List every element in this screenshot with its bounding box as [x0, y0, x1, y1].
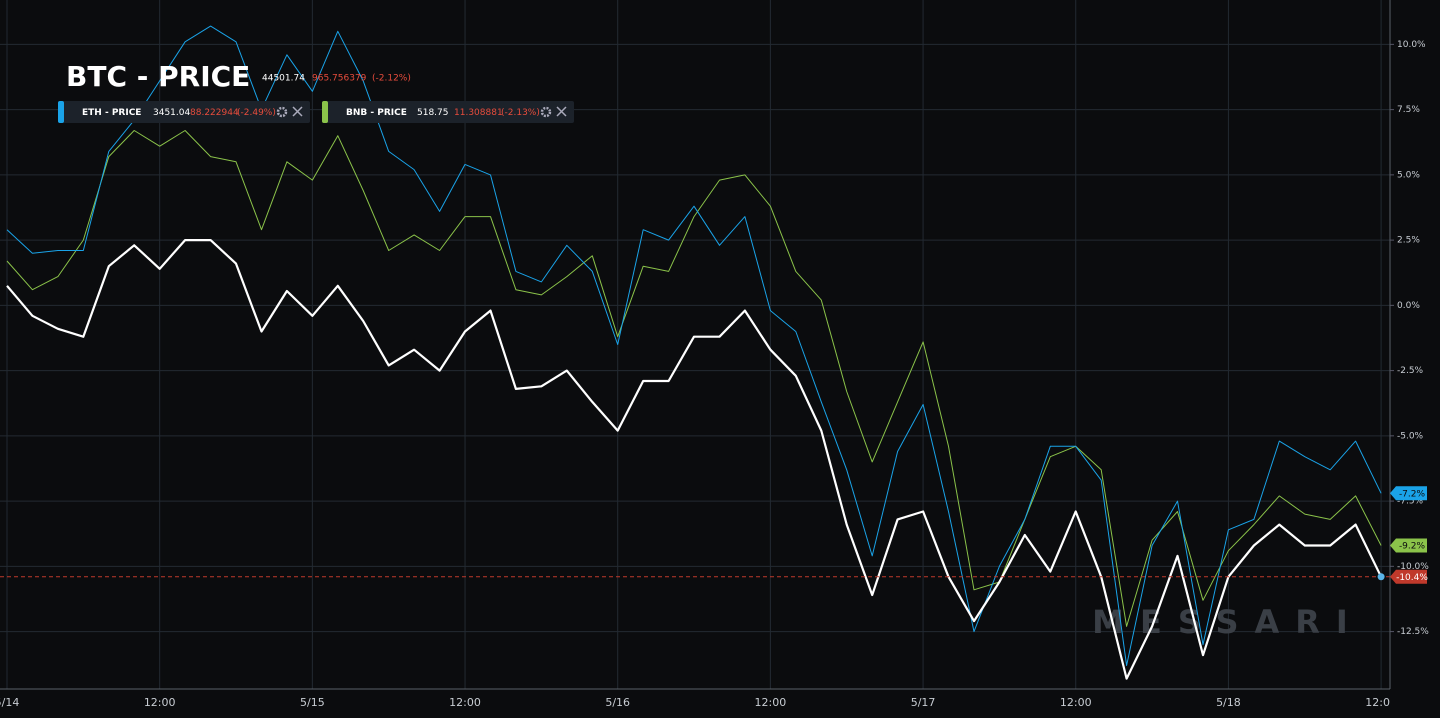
- settings-icon[interactable]: [276, 106, 288, 118]
- x-tick-label: 12:00: [755, 696, 787, 709]
- legend-box: [322, 101, 574, 123]
- watermark: MESSARI: [1092, 603, 1364, 641]
- x-tick-label: 5/18: [1216, 696, 1241, 709]
- end-label: -10.4%: [1396, 573, 1428, 583]
- legend-price: 44501.74: [262, 74, 305, 84]
- x-tick-label: 12:00: [449, 696, 481, 709]
- line: [6, 25, 1382, 666]
- legend-swatch: [322, 101, 328, 123]
- y-tick-label: 5.0%: [1397, 170, 1420, 180]
- x-tick-label: 12:00: [1060, 696, 1092, 709]
- legend-change-pct: (-2.49%): [237, 108, 276, 118]
- y-tick-label: 0.0%: [1397, 301, 1420, 311]
- legend-change-pct: (-2.12%): [372, 74, 411, 84]
- chart-title: BTC - PRICE: [66, 60, 250, 93]
- close-icon[interactable]: [556, 106, 567, 117]
- legend: BTC - PRICE 44501.74 965.756379 (-2.12%) ETH…: [58, 60, 574, 123]
- legend-change: 88.222944: [190, 108, 239, 118]
- legend-change: 11.308881: [454, 108, 503, 118]
- legend-change: 965.756379: [312, 74, 367, 84]
- lines: [0, 25, 1390, 680]
- legend-name: ETH - PRICE: [82, 108, 141, 118]
- y-tick-label: -5.0%: [1397, 431, 1424, 441]
- legend-change-pct: (-2.13%): [501, 108, 540, 118]
- y-tick-label: -10.0%: [1397, 562, 1429, 572]
- legend-price: 518.75: [417, 108, 449, 118]
- end-flag: [1390, 569, 1427, 584]
- y-tick-label: -7.5%: [1397, 497, 1424, 507]
- x-tick-label: 5/15: [300, 696, 325, 709]
- legend-name: BNB - PRICE: [346, 108, 407, 118]
- settings-icon[interactable]: [540, 106, 552, 118]
- line: [6, 239, 1383, 680]
- x-tick-label: 12:00: [1365, 696, 1397, 709]
- close-icon[interactable]: [292, 106, 303, 117]
- x-tick-label: 12:00: [144, 696, 176, 709]
- axes: 10.0% 7.5% 5.0% 2.5% 0.0% -2.5% -5.0% -7.5% -10.…: [0, 0, 1429, 709]
- x-tick-label: 5/17: [911, 696, 936, 709]
- end-label: -9.2%: [1399, 541, 1426, 551]
- legend-price: 3451.04: [153, 108, 190, 118]
- end-flag: [1390, 538, 1427, 553]
- x-tick-label: 5/16: [605, 696, 630, 709]
- end-label: -7.2%: [1399, 489, 1426, 499]
- legend-swatch: [58, 101, 64, 123]
- last-point: [1377, 573, 1385, 581]
- y-tick-label: -12.5%: [1397, 627, 1429, 637]
- y-tick-label: 10.0%: [1397, 40, 1426, 50]
- y-tick-label: 2.5%: [1397, 236, 1420, 246]
- legend-box: [58, 101, 310, 123]
- y-tick-label: -2.5%: [1397, 366, 1424, 376]
- line: [6, 130, 1382, 627]
- y-tick-label: 7.5%: [1397, 105, 1420, 115]
- end-flag: [1390, 486, 1427, 501]
- x-tick-label: 5/14: [0, 696, 19, 709]
